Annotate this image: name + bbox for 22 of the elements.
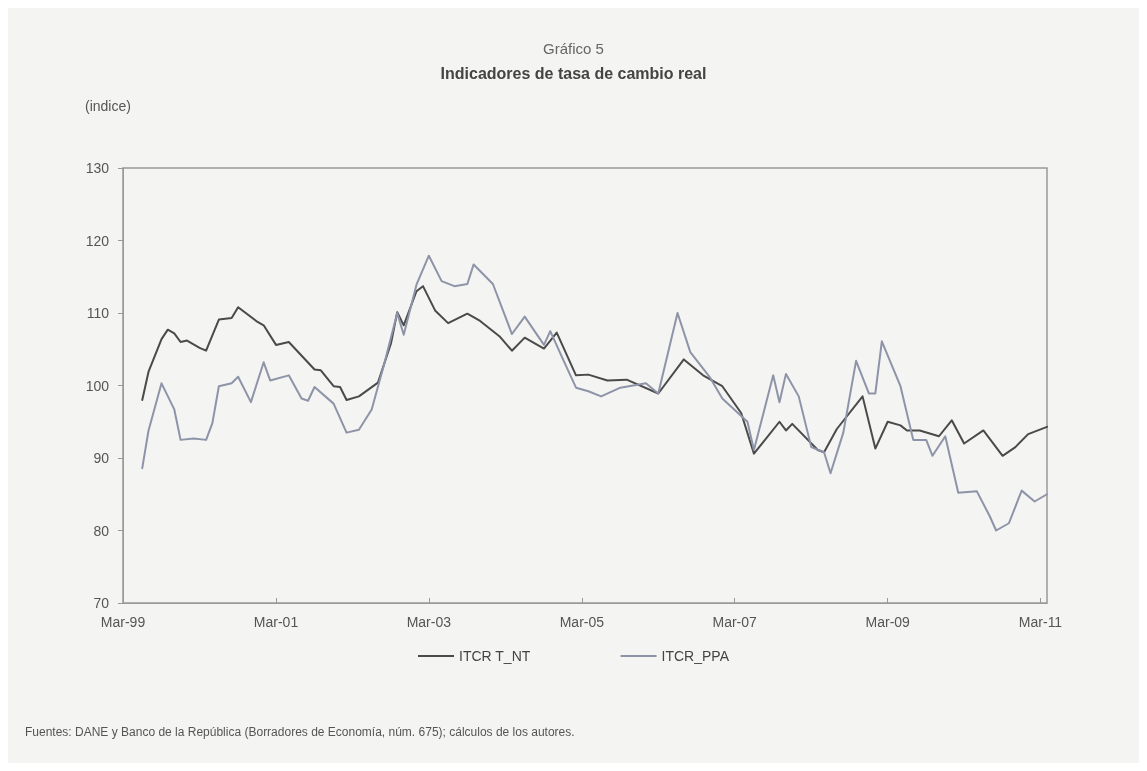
x-tick-label: Mar-01 (253, 614, 299, 630)
x-tick-label: Mar-07 (712, 614, 758, 630)
y-tick-label: 120 (85, 232, 110, 249)
source-note: Fuentes: DANE y Banco de la República (Borradores de Economía, núm. 675); cálculos de los autores. (25, 725, 575, 739)
x-tick-label: Mar-05 (559, 614, 605, 630)
y-tick-label: 70 (93, 595, 110, 611)
x-tick-label: Mar-03 (406, 614, 452, 630)
x-tick-label: Mar-99 (100, 614, 146, 630)
x-tick-label: Mar-11 (1018, 614, 1063, 630)
y-tick-label: 110 (86, 305, 110, 321)
line-series (141, 254, 1048, 532)
chart-title: Indicadores de tasa de cambio real (440, 64, 707, 82)
y-axis-title: (indice) (85, 98, 131, 114)
legend-label: ITCR_PPA (661, 648, 730, 664)
y-tick-label: 90 (93, 450, 110, 466)
legend-label: ITCR T_NT (459, 648, 531, 664)
chart-subtitle: Gráfico 5 (543, 40, 604, 57)
y-tick-label: 80 (93, 522, 110, 539)
x-tick-label: Mar-09 (865, 614, 911, 630)
line-series (141, 285, 1048, 457)
y-tick-label: 100 (85, 377, 110, 394)
y-tick-label: 130 (85, 160, 110, 176)
